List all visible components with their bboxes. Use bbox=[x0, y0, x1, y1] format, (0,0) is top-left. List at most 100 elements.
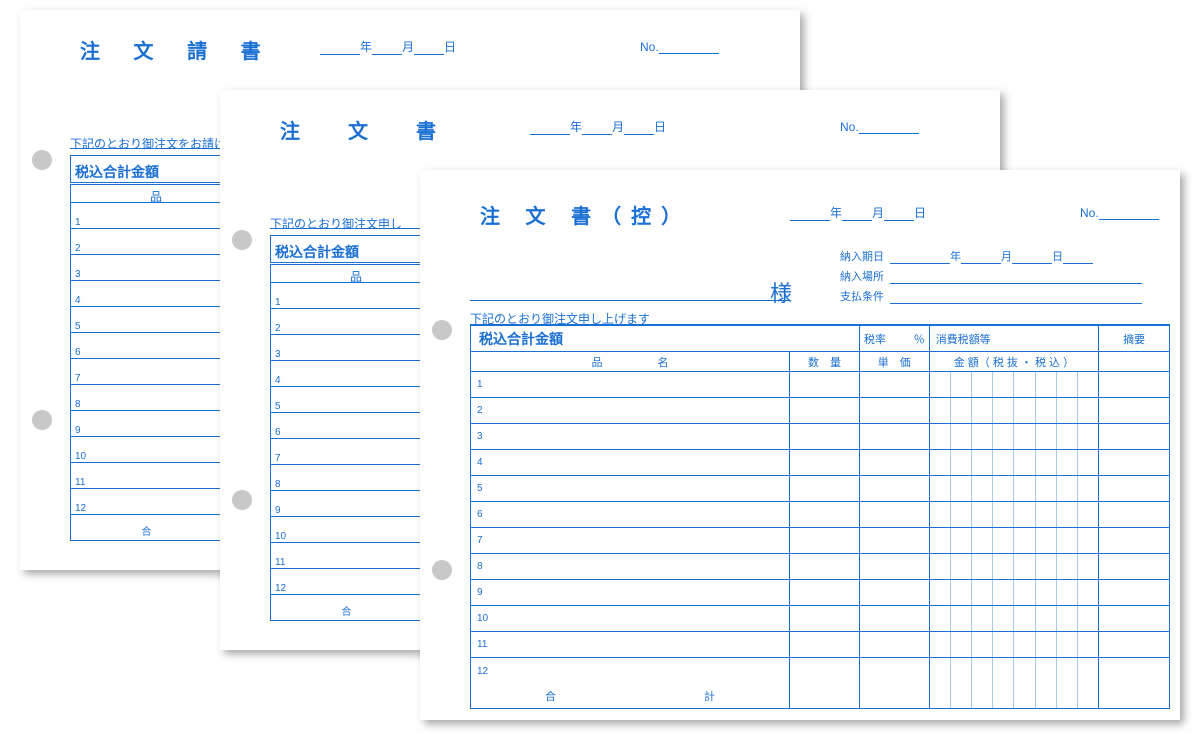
row-num: 5 bbox=[271, 387, 422, 413]
row-num: 9 bbox=[71, 411, 222, 437]
item-cell: 11 bbox=[471, 632, 790, 657]
order-copy-sheet: 注 文 書（控） 年 月 日 No. 様 納入期日 年 月 日 納入場所 支払条… bbox=[420, 170, 1180, 720]
no-label: No. bbox=[1080, 206, 1099, 220]
row-num: 1 bbox=[271, 283, 422, 309]
summary-cell bbox=[1099, 554, 1169, 579]
unit-price-cell bbox=[860, 450, 930, 475]
qty-cell bbox=[790, 606, 860, 631]
recipient-underline bbox=[470, 300, 790, 301]
row-num: 3 bbox=[271, 335, 422, 361]
table-row: 6 bbox=[471, 502, 1169, 528]
summary-cell bbox=[1099, 580, 1169, 605]
sheet-title: 注 文 書（控） bbox=[480, 200, 691, 229]
date-field: 年 月 日 bbox=[790, 204, 926, 221]
sum-header: 合 bbox=[142, 523, 152, 538]
delivery-place-field: 納入場所 bbox=[840, 268, 1142, 284]
amount-cell bbox=[930, 476, 1100, 501]
amount-cell bbox=[930, 528, 1100, 553]
unit-price-cell bbox=[860, 398, 930, 423]
summary-cell bbox=[1099, 450, 1169, 475]
summary-cell bbox=[1099, 632, 1169, 657]
day-label: 日 bbox=[1052, 248, 1063, 264]
sama-label: 様 bbox=[770, 276, 792, 308]
row-num: 10 bbox=[71, 437, 222, 463]
table-header-totals: 税込合計金額 税率 ％ 消費税額等 摘要 bbox=[471, 326, 1169, 352]
row-num: 2 bbox=[71, 229, 222, 255]
delivery-place-label: 納入場所 bbox=[840, 268, 890, 284]
amount-cell bbox=[930, 632, 1100, 657]
qty-cell bbox=[790, 658, 860, 684]
row-num: 7 bbox=[271, 439, 422, 465]
table-row: 12 bbox=[471, 658, 1169, 684]
row-num: 7 bbox=[71, 359, 222, 385]
delivery-date-field: 納入期日 年 月 日 bbox=[840, 248, 1093, 264]
row-num: 8 bbox=[71, 385, 222, 411]
total-box bbox=[270, 235, 420, 263]
no-label: No. bbox=[840, 120, 859, 134]
row-num: 4 bbox=[71, 281, 222, 307]
qty-cell bbox=[790, 632, 860, 657]
summary-cell bbox=[1099, 424, 1169, 449]
row-num: 9 bbox=[271, 491, 422, 517]
col-amount: 金 額（ 税 抜 ・ 税 込 ） bbox=[930, 352, 1100, 371]
qty-cell bbox=[790, 528, 860, 553]
percent-label: ％ bbox=[914, 331, 925, 347]
punch-hole bbox=[232, 490, 252, 510]
item-rows-partial: 1 2 3 4 5 6 7 8 9 10 11 12 合 bbox=[270, 264, 422, 621]
item-cell: 5 bbox=[471, 476, 790, 501]
footer-unit-price bbox=[860, 684, 930, 708]
month-label: 月 bbox=[612, 118, 624, 135]
unit-price-cell bbox=[860, 476, 930, 501]
year-label: 年 bbox=[360, 38, 372, 55]
payment-terms-label: 支払条件 bbox=[840, 288, 890, 304]
item-cell: 9 bbox=[471, 580, 790, 605]
item-cell: 8 bbox=[471, 554, 790, 579]
sheet-title: 注 文 書 bbox=[280, 115, 450, 144]
amount-cell bbox=[930, 580, 1100, 605]
amount-cell bbox=[930, 450, 1100, 475]
table-row: 11 bbox=[471, 632, 1169, 658]
qty-cell bbox=[790, 398, 860, 423]
row-num: 12 bbox=[71, 489, 222, 515]
summary-cell bbox=[1099, 372, 1169, 397]
summary-cell bbox=[1099, 502, 1169, 527]
col-item: 品 名 bbox=[471, 352, 790, 371]
amount-cell bbox=[930, 502, 1100, 527]
unit-price-cell bbox=[860, 606, 930, 631]
unit-price-cell bbox=[860, 502, 930, 527]
footer-qty bbox=[790, 684, 860, 708]
total-char: 計 bbox=[704, 688, 715, 704]
row-num: 11 bbox=[271, 543, 422, 569]
table-row: 3 bbox=[471, 424, 1169, 450]
total-amount-cell: 税込合計金額 bbox=[471, 326, 860, 351]
qty-cell bbox=[790, 450, 860, 475]
unit-price-cell bbox=[860, 580, 930, 605]
summary-cell bbox=[1099, 658, 1169, 684]
row-num: 6 bbox=[71, 333, 222, 359]
delivery-date-label: 納入期日 bbox=[840, 248, 890, 264]
item-cell: 4 bbox=[471, 450, 790, 475]
row-num: 12 bbox=[271, 569, 422, 595]
table-row: 5 bbox=[471, 476, 1169, 502]
row-num: 6 bbox=[271, 413, 422, 439]
footer-summary bbox=[1099, 684, 1169, 708]
punch-hole bbox=[232, 230, 252, 250]
day-label: 日 bbox=[654, 118, 666, 135]
qty-cell bbox=[790, 424, 860, 449]
table-row: 8 bbox=[471, 554, 1169, 580]
amount-cell bbox=[930, 606, 1100, 631]
qty-cell bbox=[790, 476, 860, 501]
year-label: 年 bbox=[570, 118, 582, 135]
sum-char: 合 bbox=[545, 688, 556, 704]
col-summary-blank bbox=[1099, 352, 1169, 371]
table-rows: 123456789101112 bbox=[471, 372, 1169, 684]
punch-hole bbox=[432, 560, 452, 580]
year-label: 年 bbox=[830, 204, 842, 221]
amount-cell bbox=[930, 658, 1100, 684]
month-label: 月 bbox=[872, 204, 884, 221]
tax-rate-label: 税率 bbox=[864, 331, 886, 347]
footer-sum-label: 合 計 bbox=[471, 684, 790, 708]
row-num: 1 bbox=[71, 203, 222, 229]
table-row: 4 bbox=[471, 450, 1169, 476]
unit-price-cell bbox=[860, 554, 930, 579]
